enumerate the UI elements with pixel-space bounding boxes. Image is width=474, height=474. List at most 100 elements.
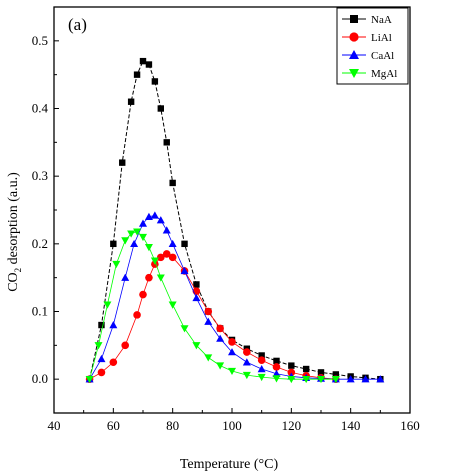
data-point <box>216 324 224 333</box>
data-point <box>302 365 310 373</box>
data-point <box>103 301 112 309</box>
data-point <box>139 233 147 242</box>
data-point <box>192 293 201 302</box>
data-point <box>162 250 171 258</box>
data-point <box>180 325 189 333</box>
data-point <box>180 266 189 275</box>
data-point <box>287 375 296 384</box>
data-point <box>127 98 135 105</box>
y-axis-label-subscript: 2 <box>13 268 23 273</box>
data-point <box>287 368 296 377</box>
data-point <box>133 71 141 78</box>
data-point <box>139 219 147 227</box>
data-point <box>145 273 153 282</box>
legend-marker <box>349 32 359 42</box>
data-point <box>258 352 265 359</box>
data-point <box>156 274 165 282</box>
legend-item: MgAl <box>342 68 397 80</box>
data-point <box>163 139 170 146</box>
data-point <box>156 216 165 224</box>
y-tick-label: 0.5 <box>32 33 48 48</box>
data-point <box>228 348 236 356</box>
data-point <box>97 354 106 363</box>
data-point <box>109 358 118 367</box>
series-NaA <box>86 57 384 383</box>
data-point <box>85 375 94 384</box>
data-point <box>133 311 141 319</box>
data-point <box>139 290 147 299</box>
data-point <box>192 342 201 350</box>
data-point <box>181 240 188 248</box>
data-point <box>332 371 340 378</box>
series-line <box>89 231 336 380</box>
data-point <box>242 358 251 366</box>
data-point <box>133 228 142 236</box>
data-point <box>317 369 325 376</box>
data-point <box>228 338 236 346</box>
series-layer <box>85 57 385 384</box>
data-point <box>150 211 159 219</box>
y-tick-label: 0.3 <box>32 168 48 183</box>
data-point <box>228 367 236 376</box>
data-point <box>139 57 147 65</box>
data-point <box>110 240 117 248</box>
data-point <box>216 334 225 342</box>
y-tick-label: 0.4 <box>32 101 49 116</box>
x-axis-label: Temperature (°C) <box>180 457 279 472</box>
legend-item: LiAl <box>342 32 392 44</box>
data-point <box>144 212 153 220</box>
data-point <box>204 354 213 362</box>
series-CaAl <box>85 211 385 383</box>
data-point <box>112 260 121 269</box>
data-point <box>272 363 281 371</box>
data-point <box>346 375 355 383</box>
legend-item: NaA <box>342 14 392 26</box>
data-point <box>144 244 153 252</box>
data-point <box>242 371 251 380</box>
legend-marker <box>350 15 358 23</box>
legend: NaA LiAl CaAl MgAl <box>336 7 409 85</box>
data-point <box>157 253 165 262</box>
data-point <box>127 230 136 238</box>
data-point <box>162 226 171 234</box>
legend-box <box>336 7 409 85</box>
legend-label: MgAl <box>371 68 397 80</box>
data-point <box>193 281 200 288</box>
series-line <box>89 60 381 380</box>
x-tick-label: 80 <box>166 418 179 433</box>
legend-marker <box>349 69 359 78</box>
y-tick-label: 0.2 <box>32 236 48 251</box>
x-tick-label: 40 <box>48 418 61 433</box>
data-point <box>150 257 159 265</box>
x-tick-label: 140 <box>341 418 361 433</box>
data-point <box>98 321 105 329</box>
y-axis-label-rest: desorption (a.u.) <box>6 172 21 268</box>
data-point <box>272 369 281 377</box>
data-point <box>121 341 129 350</box>
data-point <box>216 362 225 370</box>
y-tick-label: 0.1 <box>32 304 48 319</box>
data-point <box>257 365 266 373</box>
panel-label: (a) <box>68 15 87 34</box>
data-point <box>204 307 213 316</box>
data-point <box>145 61 153 68</box>
y-axis-label: CO2 desorption (a.u.) <box>6 172 23 292</box>
data-point <box>168 301 177 309</box>
y-tick-label: 0.0 <box>32 371 48 386</box>
legend-label: CaAl <box>371 50 394 62</box>
data-point <box>121 273 130 281</box>
legend-marker <box>349 50 359 59</box>
data-point <box>317 375 325 384</box>
data-point <box>130 239 139 248</box>
data-point <box>151 78 159 85</box>
data-point <box>157 105 164 112</box>
data-point <box>168 253 177 262</box>
legend-item: CaAl <box>342 50 394 62</box>
data-point <box>169 179 176 187</box>
axis-ticks: 40 60 80 100 120 140 160 0.0 0.1 0.2 0.3 0.4 0.5 <box>32 33 420 433</box>
data-point <box>361 375 370 383</box>
x-tick-label: 100 <box>222 418 242 433</box>
data-point <box>94 342 103 350</box>
data-point <box>97 368 106 377</box>
